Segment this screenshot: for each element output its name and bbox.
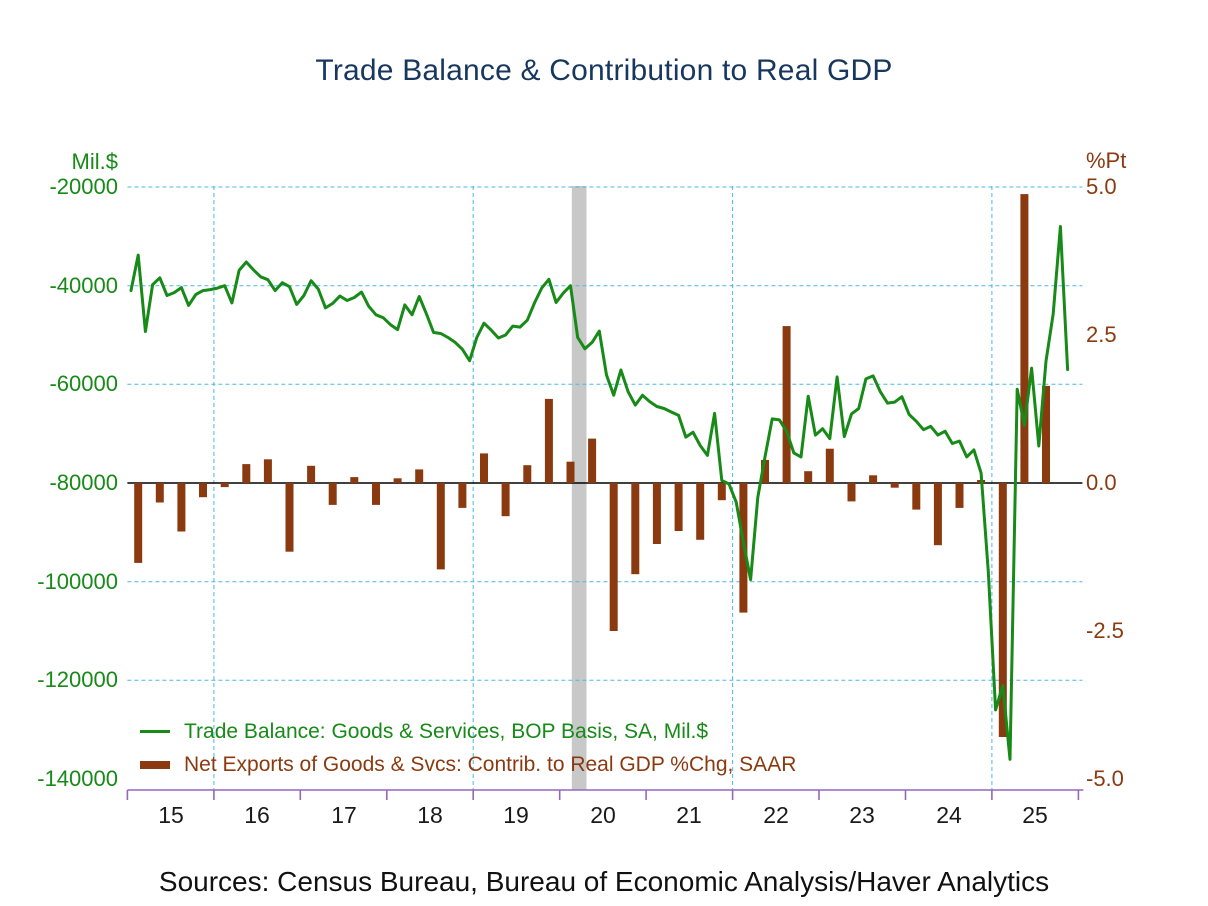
- net-exports-bar: [285, 483, 294, 552]
- x-axis-year-label: 16: [244, 802, 270, 828]
- line-swatch-icon: [140, 730, 170, 733]
- net-exports-bar: [566, 461, 575, 483]
- net-exports-bar: [933, 483, 942, 546]
- net-exports-bar: [717, 483, 726, 501]
- x-axis-year-label: 15: [158, 802, 184, 828]
- net-exports-bar: [155, 483, 164, 503]
- net-exports-bar: [307, 465, 316, 483]
- right-axis-unit-label: %Pt: [1086, 148, 1127, 173]
- left-axis-tick-label: -60000: [49, 371, 118, 396]
- net-exports-bar: [393, 478, 402, 483]
- net-exports-bar: [890, 483, 899, 488]
- net-exports-bar: [220, 483, 229, 488]
- source-note: Sources: Census Bureau, Bureau of Econom…: [158, 866, 1050, 897]
- left-axis-tick-label: -20000: [49, 174, 118, 199]
- net-exports-bar: [544, 398, 553, 483]
- left-axis-tick-label: -40000: [49, 273, 118, 298]
- net-exports-bar: [458, 483, 467, 508]
- net-exports-bar: [263, 459, 272, 483]
- net-exports-bar: [501, 483, 510, 517]
- net-exports-bar: [782, 326, 791, 483]
- net-exports-bar: [372, 483, 380, 505]
- net-exports-bar: [804, 471, 813, 483]
- x-axis-year-label: 24: [936, 802, 962, 828]
- net-exports-bar: [869, 475, 878, 483]
- net-exports-bar: [328, 483, 337, 505]
- legend: Trade Balance: Goods & Services, BOP Bas…: [140, 715, 796, 781]
- net-exports-bar: [415, 469, 424, 483]
- net-exports-bar: [1020, 194, 1029, 483]
- right-axis-tick-label: 2.5: [1086, 322, 1117, 347]
- net-exports-bar: [847, 483, 856, 502]
- net-exports-bar: [588, 438, 597, 483]
- x-axis-year-label: 17: [331, 802, 357, 828]
- right-axis-tick-label: -5.0: [1086, 766, 1124, 791]
- legend-item-label: Net Exports of Goods & Svcs: Contrib. to…: [184, 752, 797, 776]
- net-exports-bar: [674, 483, 683, 531]
- left-axis-tick-label: -80000: [49, 470, 118, 495]
- left-axis-unit-label: Mil.$: [71, 149, 118, 174]
- net-exports-bar: [1042, 385, 1050, 483]
- right-axis-tick-label: 5.0: [1086, 174, 1117, 199]
- net-exports-bar: [955, 483, 964, 508]
- net-exports-bar: [480, 453, 488, 483]
- x-axis-year-label: 23: [849, 802, 875, 828]
- left-axis-tick-label: -100000: [37, 569, 118, 594]
- net-exports-bar: [998, 483, 1007, 737]
- net-exports-bar: [350, 477, 359, 483]
- legend-item: Net Exports of Goods & Svcs: Contrib. to…: [140, 748, 796, 781]
- net-exports-bar: [199, 483, 207, 498]
- x-axis-year-label: 22: [763, 802, 789, 828]
- net-exports-bar: [825, 448, 834, 483]
- net-exports-bar: [912, 483, 921, 510]
- left-axis-tick-label: -120000: [37, 667, 118, 692]
- x-axis-year-label: 18: [417, 802, 443, 828]
- net-exports-bar: [523, 465, 532, 483]
- net-exports-bar: [134, 483, 143, 563]
- right-axis-tick-label: 0.0: [1086, 470, 1117, 495]
- net-exports-bar: [242, 464, 251, 483]
- x-axis-year-label: 19: [503, 802, 529, 828]
- legend-item: Trade Balance: Goods & Services, BOP Bas…: [140, 715, 796, 748]
- recession-band: [571, 186, 587, 790]
- net-exports-bar: [652, 483, 661, 544]
- net-exports-bar: [631, 483, 640, 575]
- left-axis-tick-label: -140000: [37, 766, 118, 791]
- x-axis-year-label: 21: [676, 802, 702, 828]
- right-axis-tick-label: -2.5: [1086, 618, 1124, 643]
- net-exports-bar: [436, 483, 445, 570]
- x-axis-year-label: 20: [590, 802, 616, 828]
- net-exports-bar: [177, 483, 186, 532]
- net-exports-bar: [696, 483, 705, 540]
- legend-item-label: Trade Balance: Goods & Services, BOP Bas…: [184, 719, 709, 743]
- trade-balance-line: [129, 225, 1070, 761]
- net-exports-bar: [761, 459, 769, 483]
- x-axis-year-label: 25: [1022, 802, 1048, 828]
- bar-swatch-icon: [140, 760, 170, 769]
- page-title: Trade Balance & Contribution to Real GDP: [315, 54, 893, 87]
- net-exports-bar: [609, 483, 618, 631]
